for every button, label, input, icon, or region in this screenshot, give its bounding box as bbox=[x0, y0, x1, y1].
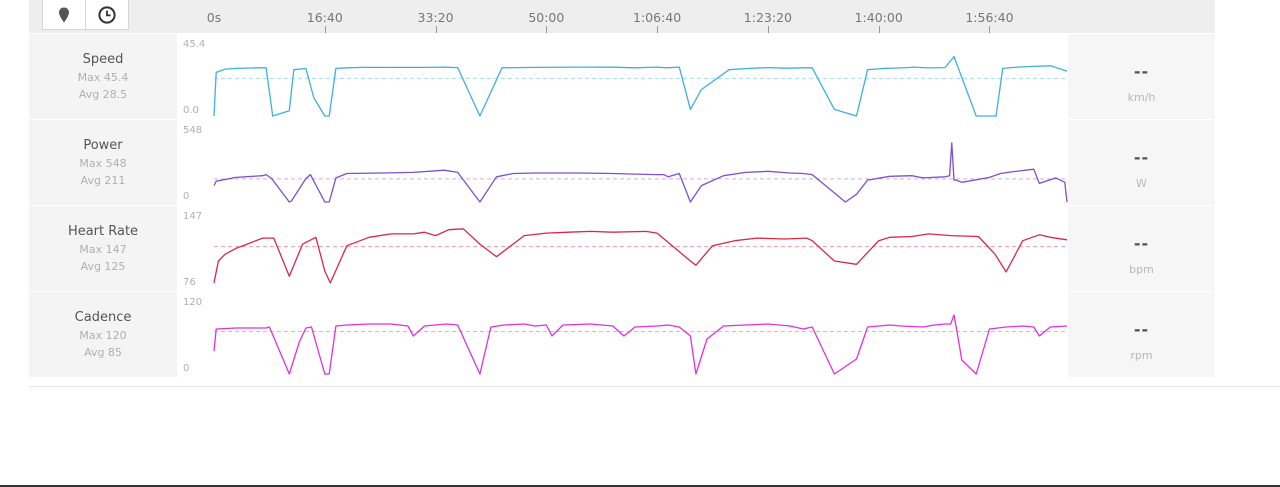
series-line bbox=[213, 314, 1068, 375]
activity-chart-panel: 0s 16:40 33:20 50:00 1:06:40 1:23:20 1:40:00 1:… bbox=[29, 0, 1215, 386]
x-tick-mark bbox=[767, 26, 769, 33]
x-tick-mark bbox=[989, 26, 991, 33]
x-tick-label: 16:40 bbox=[306, 10, 343, 25]
y-min-label: 0.0 bbox=[183, 105, 199, 116]
row-label: Cadence Max 120 Avg 85 bbox=[29, 292, 177, 377]
line-plot-svg bbox=[213, 228, 1068, 284]
avg-stat: Avg 28.5 bbox=[78, 87, 128, 101]
y-max-label: 120 bbox=[183, 297, 203, 308]
max-stat: Max 120 bbox=[79, 328, 127, 342]
x-tick-mark bbox=[435, 26, 437, 33]
series-name: Cadence bbox=[74, 309, 132, 325]
row-label: Power Max 548 Avg 211 bbox=[29, 120, 177, 205]
y-min-label: 0 bbox=[183, 191, 190, 202]
y-max-label: 548 bbox=[183, 125, 203, 136]
clock-icon bbox=[98, 5, 116, 24]
unit-label: rpm bbox=[1130, 349, 1153, 362]
x-tick-mark bbox=[324, 26, 326, 33]
panel-bottom-divider bbox=[29, 386, 1280, 387]
x-tick-label: 1:23:20 bbox=[743, 10, 792, 25]
map-marker-icon bbox=[59, 7, 69, 22]
chart-row-cadence: Cadence Max 120 Avg 85 120 0 -- rpm bbox=[29, 292, 1215, 377]
time-toggle-button[interactable] bbox=[85, 0, 129, 30]
y-min-label: 76 bbox=[183, 277, 196, 288]
series-name: Heart Rate bbox=[67, 223, 139, 239]
line-plot-svg bbox=[213, 314, 1068, 375]
line-plot[interactable]: 548 0 bbox=[177, 120, 1068, 205]
x-tick-label: 1:56:40 bbox=[965, 10, 1014, 25]
x-tick-label: 50:00 bbox=[528, 10, 565, 25]
series-line bbox=[213, 55, 1068, 117]
max-stat: Max 548 bbox=[79, 156, 127, 170]
x-tick-label: 1:06:40 bbox=[633, 10, 682, 25]
y-min-label: 0 bbox=[183, 363, 190, 374]
current-value: -- bbox=[1133, 148, 1150, 167]
series-name: Power bbox=[83, 137, 123, 153]
current-value: -- bbox=[1133, 62, 1150, 81]
row-label: Speed Max 45.4 Avg 28.5 bbox=[29, 34, 177, 119]
map-toggle-button[interactable] bbox=[42, 0, 86, 30]
row-label: Heart Rate Max 147 Avg 125 bbox=[29, 206, 177, 291]
avg-stat: Avg 85 bbox=[84, 345, 122, 359]
current-value-panel: -- W bbox=[1068, 120, 1215, 205]
current-value-panel: -- rpm bbox=[1068, 292, 1215, 377]
window-bottom-border bbox=[0, 485, 1280, 487]
current-value: -- bbox=[1133, 234, 1150, 253]
chart-header: 0s 16:40 33:20 50:00 1:06:40 1:23:20 1:40:00 1:… bbox=[29, 0, 1215, 33]
avg-stat: Avg 125 bbox=[80, 259, 126, 273]
unit-label: bpm bbox=[1129, 263, 1154, 276]
y-max-label: 147 bbox=[183, 211, 203, 222]
unit-label: W bbox=[1136, 177, 1147, 190]
chart-row-power: Power Max 548 Avg 211 548 0 -- W bbox=[29, 120, 1215, 205]
series-line bbox=[213, 228, 1068, 284]
y-max-label: 45.4 bbox=[183, 39, 206, 50]
x-tick-label: 33:20 bbox=[417, 10, 454, 25]
line-plot[interactable]: 120 0 bbox=[177, 292, 1068, 377]
current-value-panel: -- km/h bbox=[1068, 34, 1215, 119]
chart-row-speed: Speed Max 45.4 Avg 28.5 45.4 0.0 -- km/h bbox=[29, 34, 1215, 119]
chart-row-heart-rate: Heart Rate Max 147 Avg 125 147 76 -- bpm bbox=[29, 206, 1215, 291]
avg-stat: Avg 211 bbox=[80, 173, 126, 187]
series-line bbox=[213, 142, 1068, 203]
line-plot[interactable]: 147 76 bbox=[177, 206, 1068, 291]
current-value: -- bbox=[1133, 320, 1150, 339]
max-stat: Max 45.4 bbox=[77, 70, 129, 84]
series-name: Speed bbox=[82, 51, 124, 67]
line-plot[interactable]: 45.4 0.0 bbox=[177, 34, 1068, 119]
unit-label: km/h bbox=[1127, 91, 1156, 104]
current-value-panel: -- bpm bbox=[1068, 206, 1215, 291]
max-stat: Max 147 bbox=[79, 242, 127, 256]
line-plot-svg bbox=[213, 142, 1068, 203]
x-tick-mark bbox=[657, 26, 659, 33]
x-tick-label: 0s bbox=[206, 10, 222, 25]
x-tick-mark bbox=[878, 26, 880, 33]
x-tick-mark bbox=[546, 26, 548, 33]
x-tick-label: 1:40:00 bbox=[854, 10, 903, 25]
line-plot-svg bbox=[213, 55, 1068, 117]
